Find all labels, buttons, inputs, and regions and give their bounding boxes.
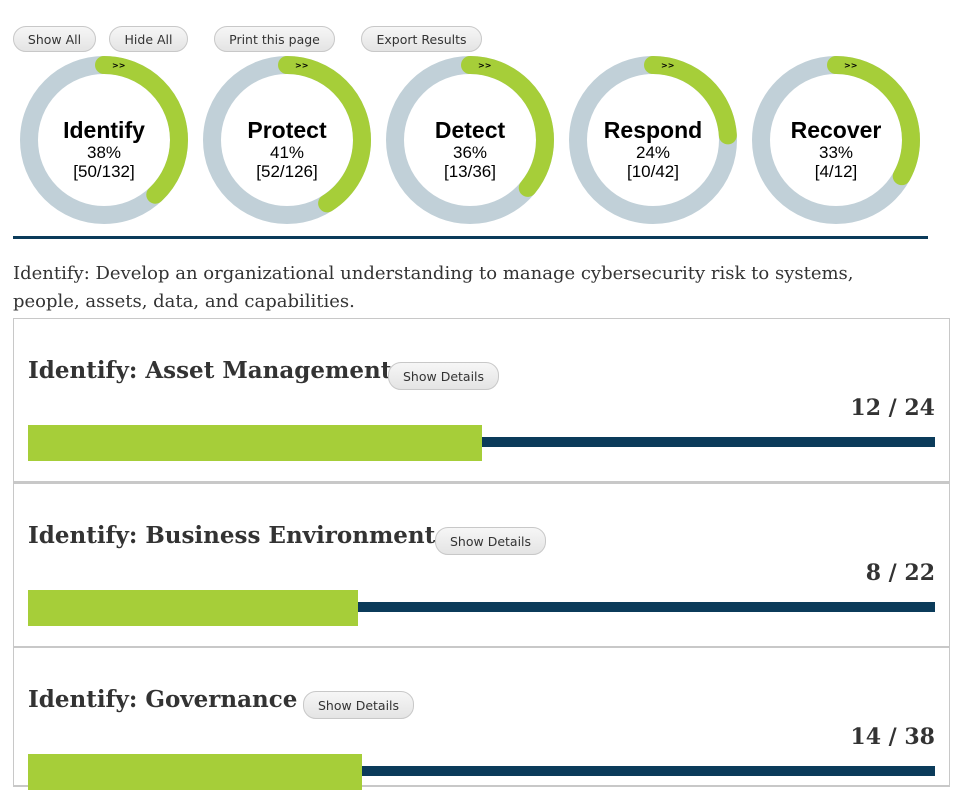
show-details-button[interactable]: Show Details xyxy=(388,362,500,390)
expand-arrow-icon[interactable]: >> xyxy=(661,61,675,70)
hide-all-button[interactable]: Hide All xyxy=(109,26,188,52)
donut-recover[interactable]: >> Recover 33% [4/12] xyxy=(751,55,921,225)
category-score: 14 / 38 xyxy=(850,724,935,750)
donut-label: Identify xyxy=(63,117,145,143)
progress-track xyxy=(28,602,935,612)
donut-progress-arc xyxy=(20,56,188,224)
progress-fill xyxy=(28,590,358,626)
show-details-button[interactable]: Show Details xyxy=(303,691,415,719)
donut-respond[interactable]: >> Respond 24% [10/42] xyxy=(568,55,738,225)
donut-detect[interactable]: >> Detect 36% [13/36] xyxy=(385,55,555,225)
category-score: 12 / 24 xyxy=(850,395,935,421)
donut-count: [13/36] xyxy=(444,162,496,181)
donut-label: Protect xyxy=(247,117,327,143)
expand-arrow-icon[interactable]: >> xyxy=(112,61,126,70)
category-score: 8 / 22 xyxy=(865,560,935,586)
expand-arrow-icon[interactable]: >> xyxy=(844,61,858,70)
donut-count: [52/126] xyxy=(256,162,318,181)
donut-count: [10/42] xyxy=(627,162,679,181)
export-results-button[interactable]: Export Results xyxy=(361,26,482,52)
progress-fill xyxy=(28,754,362,790)
donut-percent: 24% xyxy=(635,143,671,162)
donut-percent: 38% xyxy=(86,143,122,162)
function-description: Identify: Develop an organizational unde… xyxy=(13,263,854,312)
donut-protect[interactable]: >> Protect 41% [52/126] xyxy=(202,55,372,225)
category-panel: Identify: Governance Show Details 14 / 3… xyxy=(13,647,950,790)
donut-count: [50/132] xyxy=(73,162,135,181)
donut-percent: 33% xyxy=(818,143,854,162)
donut-count: [4/12] xyxy=(814,162,858,181)
donut-label: Recover xyxy=(790,117,882,143)
category-title: Identify: Governance xyxy=(28,686,298,713)
category-panel: Identify: Asset Management Show Details … xyxy=(13,318,950,483)
print-button[interactable]: Print this page xyxy=(214,26,335,52)
donut-progress-arc xyxy=(203,56,371,224)
progress-fill xyxy=(28,425,482,461)
donut-identify[interactable]: >> Identify 38% [50/132] xyxy=(19,55,189,225)
expand-arrow-icon[interactable]: >> xyxy=(295,61,309,70)
donut-percent: 36% xyxy=(452,143,488,162)
show-details-button[interactable]: Show Details xyxy=(435,527,547,555)
donut-percent: 41% xyxy=(269,143,305,162)
category-panel: Identify: Business Environment Show Deta… xyxy=(13,483,950,648)
divider xyxy=(13,236,928,239)
donut-label: Respond xyxy=(603,117,703,143)
donut-progress-arc xyxy=(386,56,554,224)
expand-arrow-icon[interactable]: >> xyxy=(478,61,492,70)
donut-progress-arc xyxy=(569,56,737,224)
show-all-button[interactable]: Show All xyxy=(13,26,96,52)
donut-label: Detect xyxy=(434,117,506,143)
category-title: Identify: Business Environment xyxy=(28,522,436,549)
category-title: Identify: Asset Management xyxy=(28,357,392,384)
donut-progress-arc xyxy=(752,56,920,224)
